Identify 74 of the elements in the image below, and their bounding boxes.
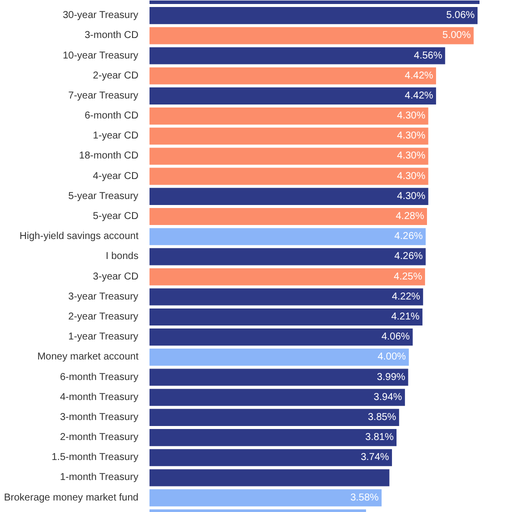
y-tick-label: 3-year CD — [92, 271, 139, 282]
y-tick-label: 1-year Treasury — [68, 332, 138, 343]
data-label: 4.22% — [392, 291, 420, 302]
bar — [150, 449, 392, 466]
data-label: 4.30% — [397, 190, 426, 202]
y-tick-label: 6-month CD — [84, 110, 138, 122]
y-tick-label: Money market account — [37, 352, 139, 363]
data-label: 4.06% — [381, 332, 410, 343]
y-tick-label: 3-year Treasury — [68, 291, 138, 302]
data-label: 4.30% — [397, 150, 426, 162]
data-label: 4.42% — [404, 70, 434, 82]
bar — [150, 248, 426, 266]
y-tick-label: 2-year Treasury — [68, 311, 138, 322]
data-label: 4.56% — [414, 50, 442, 62]
y-tick-label: 6-month Treasury — [60, 372, 138, 383]
y-tick-label: I bonds — [106, 251, 139, 262]
bar — [150, 87, 436, 104]
y-tick-label: 2-month Treasury — [60, 432, 138, 444]
y-tick-label: 2-year CD — [92, 70, 139, 82]
bar — [150, 67, 436, 84]
data-label: 4.30% — [397, 130, 426, 142]
bar — [150, 388, 405, 406]
y-tick-label: 5-year CD — [92, 211, 139, 222]
data-label: 3.58% — [350, 492, 379, 504]
data-label: 3.85% — [368, 412, 396, 423]
bar — [150, 489, 382, 506]
y-tick-label: 1-month Treasury — [60, 472, 138, 484]
bar — [150, 368, 408, 386]
bar — [150, 328, 413, 346]
y-tick-label: 1-year CD — [92, 130, 139, 142]
bar — [150, 268, 426, 286]
bar — [150, 27, 474, 44]
y-tick-label: 18-month CD — [79, 150, 138, 162]
data-label: 3.94% — [374, 392, 402, 403]
bar — [150, 469, 390, 486]
bar — [150, 429, 397, 446]
y-tick-label: 4-month Treasury — [60, 392, 138, 403]
data-label: 4.30% — [397, 170, 426, 182]
bar — [150, 228, 426, 246]
data-label: 4.25% — [394, 271, 422, 282]
bar — [150, 308, 422, 326]
data-label: 3.81% — [365, 432, 394, 444]
bar — [150, 208, 427, 226]
data-label: 4.30% — [397, 110, 426, 122]
y-tick-label: 10-year Treasury — [62, 50, 138, 62]
bar — [150, 288, 424, 306]
data-label: 4.26% — [394, 251, 423, 262]
data-label: 4.00% — [378, 352, 406, 363]
bar — [150, 408, 400, 426]
bar — [150, 188, 428, 205]
data-label: 5.06% — [446, 10, 475, 22]
bar — [150, 168, 428, 185]
data-label: 3.99% — [376, 372, 406, 383]
y-tick-label: 5-year Treasury — [68, 190, 138, 202]
y-tick-label: 3-month CD — [84, 30, 138, 42]
y-tick-label: Brokerage money market fund — [4, 492, 139, 504]
bar — [150, 108, 428, 125]
bar — [150, 47, 446, 64]
data-label: 4.42% — [404, 90, 434, 102]
y-tick-label: 3-month Treasury — [60, 412, 138, 423]
data-label: 4.28% — [396, 211, 424, 222]
bar — [150, 7, 478, 24]
bar — [150, 128, 428, 145]
y-tick-label: 4-year CD — [92, 170, 139, 182]
bar — [150, 148, 428, 165]
y-tick-label: 1.5-month Treasury — [52, 452, 138, 464]
bar — [150, 348, 409, 366]
data-label: 3.74% — [360, 452, 390, 464]
data-label: 4.21% — [391, 311, 420, 322]
data-label: 4.26% — [394, 231, 423, 242]
y-tick-label: 7-year Treasury — [68, 90, 138, 102]
y-tick-label: 30-year Treasury — [62, 10, 138, 22]
data-label: 5.00% — [442, 30, 471, 42]
y-tick-label: High-yield savings account — [20, 231, 139, 242]
